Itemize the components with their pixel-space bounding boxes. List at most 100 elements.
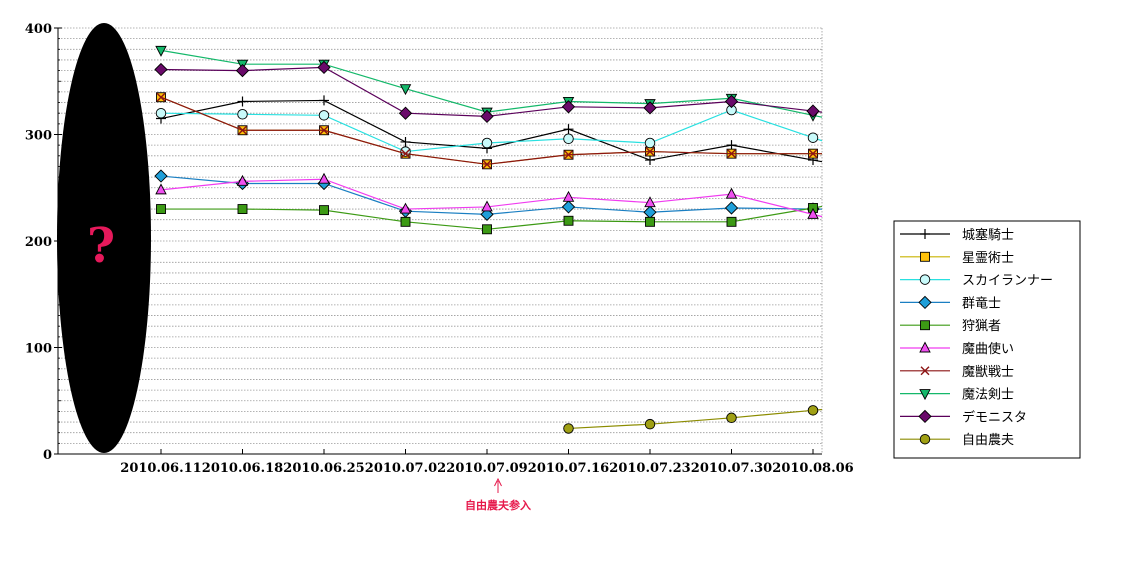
data-point [563, 423, 574, 434]
data-point [726, 412, 737, 424]
data-point [399, 84, 412, 96]
axes: 0 100 200 300 400 2010.06.11 2010.06.18 2010.06… [25, 22, 854, 476]
legend-marker [920, 320, 930, 331]
legend-marker [920, 229, 930, 239]
data-point [563, 133, 574, 145]
legend-marker [919, 389, 931, 401]
data-point [807, 207, 819, 219]
data-point [238, 125, 247, 135]
legend-entry: デモニスタ [900, 409, 1027, 425]
legend-label: 狩猟者 [962, 319, 1001, 334]
data-point [236, 174, 249, 186]
x-tick-label: 2010.06.25 [283, 461, 364, 476]
series-line [160, 96, 822, 165]
data-point [724, 94, 739, 109]
data-point [725, 187, 738, 199]
data-point [317, 60, 331, 75]
legend-entry: 城塞騎士 [900, 227, 1014, 243]
mystery-ellipse [57, 23, 151, 453]
series-6 [156, 92, 822, 169]
series-line [161, 205, 823, 230]
data-point [318, 172, 330, 184]
series-3 [154, 169, 823, 222]
data-point [237, 96, 248, 107]
x-tick-label: 2010.07.23 [609, 461, 690, 476]
series-7 [155, 45, 823, 122]
data-point [562, 190, 575, 202]
data-point [400, 136, 411, 147]
series-group [154, 45, 823, 434]
data-point [644, 137, 656, 149]
series-5 [155, 172, 823, 219]
series-line [160, 178, 823, 218]
data-point [235, 63, 250, 78]
legend-label: 城塞騎士 [962, 227, 1014, 243]
data-point [155, 45, 167, 57]
data-point [482, 159, 492, 169]
series-line [160, 99, 823, 163]
data-point [561, 100, 576, 114]
legend-marker [919, 341, 931, 353]
data-point [398, 106, 413, 120]
legend-entry: 魔曲使い [900, 341, 1014, 357]
mystery-question-mark: ? [87, 218, 115, 274]
legend-label: スカイランナー [962, 274, 1053, 289]
data-point [482, 224, 492, 235]
data-point [156, 204, 166, 215]
legend-label: 群竜士 [962, 296, 1001, 311]
legend-marker [920, 251, 930, 262]
data-point [155, 183, 167, 195]
annotation-label: 自由農夫参入 [465, 498, 531, 512]
x-tick-label: 2010.07.09 [446, 461, 527, 476]
x-tick-label: 2010.07.30 [691, 461, 772, 476]
data-point [726, 216, 737, 227]
data-point [727, 149, 736, 159]
data-point [564, 150, 573, 160]
series-line [160, 109, 823, 153]
data-point [319, 125, 329, 135]
legend-label: 自由農夫 [962, 433, 1014, 448]
series-0 [156, 95, 823, 166]
x-tick-label: 2010.06.18 [202, 461, 283, 476]
data-point [645, 216, 655, 227]
legend-entry: 自由農夫 [900, 433, 1014, 448]
legend-label: 魔法剣士 [962, 388, 1014, 403]
legend-entry: 魔獣戦士 [900, 365, 1014, 380]
legend-marker [918, 295, 932, 310]
data-point [319, 205, 329, 216]
legend-label: 魔曲使い [962, 341, 1014, 357]
data-point [563, 215, 574, 226]
data-point [480, 207, 494, 222]
data-point [644, 196, 656, 208]
data-point [154, 169, 168, 183]
data-point [643, 205, 657, 219]
data-point [480, 109, 494, 124]
series-8 [154, 60, 823, 124]
data-point [156, 92, 166, 102]
data-point [237, 204, 248, 215]
x-tick-label: 2010.07.02 [365, 461, 446, 476]
mystery-overlay: ? [57, 23, 151, 453]
legend-entry: 群竜士 [900, 295, 1001, 311]
legend-marker [920, 366, 930, 376]
x-tick-label: 2010.06.11 [120, 461, 201, 476]
data-point [806, 104, 820, 118]
y-tick-label: 0 [43, 448, 52, 463]
legend-label: デモニスタ [962, 409, 1027, 425]
series-9 [563, 405, 823, 434]
data-point [399, 202, 412, 214]
data-point [155, 107, 167, 119]
legend-entry: スカイランナー [900, 274, 1053, 289]
data-point [807, 405, 819, 416]
data-point [563, 124, 574, 135]
y-tick-label: 300 [25, 129, 52, 144]
legend-label: 魔獣戦士 [962, 365, 1014, 380]
x-tick-label: 2010.08.06 [772, 461, 853, 476]
legend-label: 星霊術士 [962, 251, 1014, 266]
series-line [160, 175, 823, 215]
annotation: 自由農夫参入 [465, 477, 531, 512]
data-point [807, 132, 819, 143]
series-4 [156, 203, 823, 235]
